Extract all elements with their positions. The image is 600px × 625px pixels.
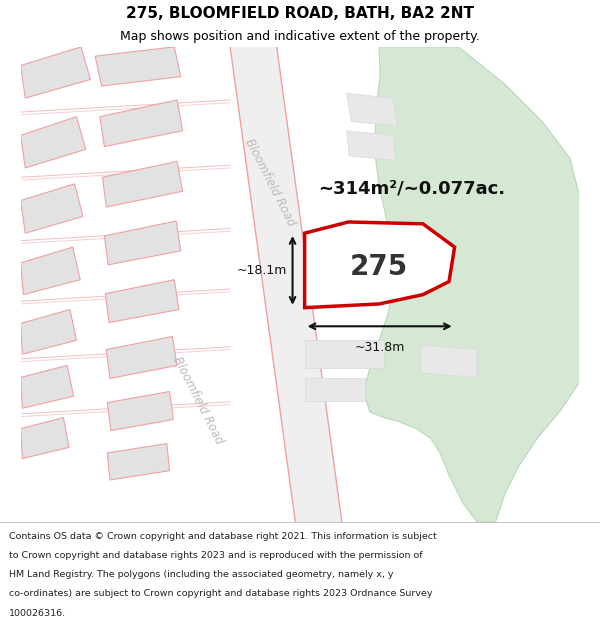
Polygon shape <box>364 47 580 522</box>
Polygon shape <box>20 366 74 408</box>
Text: 100026316.: 100026316. <box>9 609 66 618</box>
Polygon shape <box>305 222 455 308</box>
Polygon shape <box>95 47 181 86</box>
Polygon shape <box>347 131 396 161</box>
Polygon shape <box>20 117 86 168</box>
Text: ~31.8m: ~31.8m <box>355 341 405 354</box>
Text: Map shows position and indicative extent of the property.: Map shows position and indicative extent… <box>120 30 480 43</box>
Polygon shape <box>106 280 179 322</box>
Polygon shape <box>103 161 182 207</box>
Text: 275, BLOOMFIELD ROAD, BATH, BA2 2NT: 275, BLOOMFIELD ROAD, BATH, BA2 2NT <box>126 6 474 21</box>
Polygon shape <box>20 309 76 354</box>
Text: co-ordinates) are subject to Crown copyright and database rights 2023 Ordnance S: co-ordinates) are subject to Crown copyr… <box>9 589 433 598</box>
Polygon shape <box>107 444 170 480</box>
Text: 275: 275 <box>350 253 408 281</box>
Polygon shape <box>421 345 477 378</box>
Polygon shape <box>104 221 181 265</box>
Text: ~18.1m: ~18.1m <box>236 264 287 277</box>
Text: Bloomfield Road: Bloomfield Road <box>170 355 225 447</box>
Polygon shape <box>20 418 69 459</box>
Text: to Crown copyright and database rights 2023 and is reproduced with the permissio: to Crown copyright and database rights 2… <box>9 551 422 560</box>
Polygon shape <box>106 336 177 379</box>
Polygon shape <box>230 47 342 522</box>
Polygon shape <box>347 94 398 126</box>
Polygon shape <box>305 340 384 368</box>
Polygon shape <box>20 184 83 233</box>
Text: HM Land Registry. The polygons (including the associated geometry, namely x, y: HM Land Registry. The polygons (includin… <box>9 571 394 579</box>
Polygon shape <box>20 47 91 98</box>
Polygon shape <box>107 391 173 431</box>
Polygon shape <box>20 247 80 294</box>
Polygon shape <box>100 100 182 146</box>
Text: Contains OS data © Crown copyright and database right 2021. This information is : Contains OS data © Crown copyright and d… <box>9 532 437 541</box>
Polygon shape <box>305 378 365 401</box>
Text: Bloomfield Road: Bloomfield Road <box>242 136 298 228</box>
Text: ~314m²/~0.077ac.: ~314m²/~0.077ac. <box>318 179 505 198</box>
